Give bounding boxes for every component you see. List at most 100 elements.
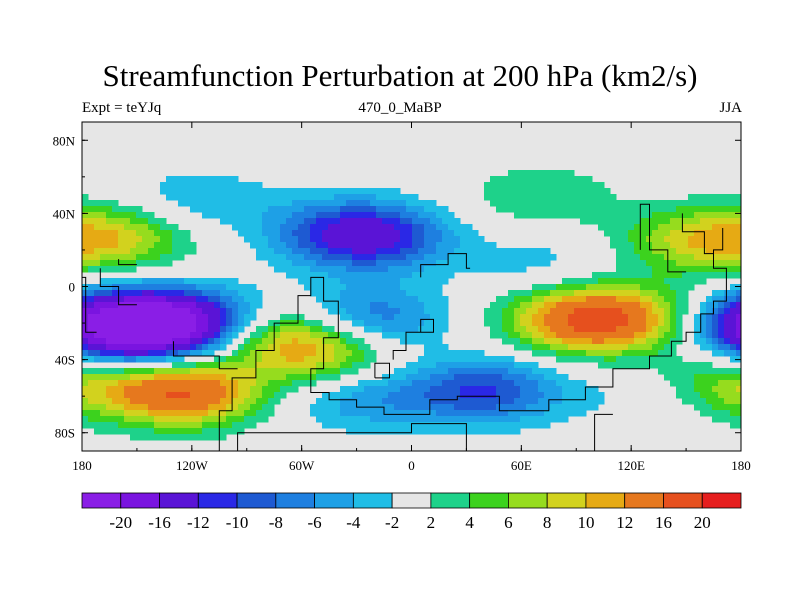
contour-cell bbox=[406, 194, 413, 201]
contour-cell bbox=[658, 290, 665, 297]
contour-cell bbox=[436, 374, 443, 381]
contour-cell bbox=[622, 326, 629, 333]
contour-cell bbox=[328, 332, 335, 339]
contour-cell bbox=[136, 368, 143, 375]
contour-cell bbox=[676, 374, 683, 381]
contour-cell bbox=[490, 176, 497, 183]
contour-cell bbox=[640, 278, 647, 285]
contour-cell bbox=[616, 356, 623, 363]
contour-cell bbox=[250, 218, 257, 225]
contour-cell bbox=[640, 248, 647, 255]
contour-cell bbox=[208, 194, 215, 201]
contour-cell bbox=[424, 374, 431, 381]
contour-cell bbox=[580, 290, 587, 297]
contour-cell bbox=[466, 230, 473, 237]
contour-cell bbox=[286, 332, 293, 339]
contour-cell bbox=[316, 290, 323, 297]
contour-cell bbox=[502, 392, 509, 399]
contour-cell bbox=[520, 182, 527, 189]
contour-cell bbox=[88, 314, 95, 321]
contour-cell bbox=[574, 320, 581, 327]
contour-cell bbox=[82, 398, 89, 405]
contour-cell bbox=[220, 218, 227, 225]
contour-cell bbox=[340, 350, 347, 357]
contour-cell bbox=[106, 236, 113, 243]
contour-cell bbox=[424, 350, 431, 357]
colorbar-label: -16 bbox=[148, 513, 171, 532]
contour-cell bbox=[238, 320, 245, 327]
contour-cell bbox=[136, 260, 143, 267]
contour-cell bbox=[286, 356, 293, 363]
contour-cell bbox=[580, 302, 587, 309]
contour-cell bbox=[436, 248, 443, 255]
coastline-group bbox=[82, 203, 727, 451]
contour-cell bbox=[394, 314, 401, 321]
contour-cell bbox=[718, 338, 725, 345]
contour-cell bbox=[610, 224, 617, 231]
contour-cell bbox=[574, 290, 581, 297]
contour-cell bbox=[718, 224, 725, 231]
contour-cell bbox=[592, 200, 599, 207]
contour-cell bbox=[406, 242, 413, 249]
contour-cell bbox=[256, 230, 263, 237]
contour-cell bbox=[184, 194, 191, 201]
contour-cell bbox=[184, 302, 191, 309]
contour-cell bbox=[94, 212, 101, 219]
contour-cell bbox=[478, 260, 485, 267]
contour-cell bbox=[274, 338, 281, 345]
contour-cell bbox=[616, 236, 623, 243]
contour-cell bbox=[394, 380, 401, 387]
contour-cell bbox=[550, 392, 557, 399]
contour-cell bbox=[160, 308, 167, 315]
contour-cell bbox=[532, 308, 539, 315]
contour-cell bbox=[598, 314, 605, 321]
contour-cell bbox=[184, 242, 191, 249]
contour-cell bbox=[292, 212, 299, 219]
contour-cell bbox=[634, 350, 641, 357]
contour-cell bbox=[388, 224, 395, 231]
contour-cell bbox=[664, 320, 671, 327]
contour-cell bbox=[604, 320, 611, 327]
contour-cell bbox=[250, 374, 257, 381]
contour-cell bbox=[250, 368, 257, 375]
contour-cell bbox=[490, 326, 497, 333]
contour-cell bbox=[616, 326, 623, 333]
contour-cell bbox=[604, 338, 611, 345]
contour-cell bbox=[412, 326, 419, 333]
contour-cell bbox=[130, 290, 137, 297]
contour-cell bbox=[628, 200, 635, 207]
contour-cell bbox=[520, 266, 527, 273]
contour-cell bbox=[448, 248, 455, 255]
contour-cell bbox=[634, 242, 641, 249]
contour-cell bbox=[226, 278, 233, 285]
contour-cell bbox=[538, 398, 545, 405]
contour-cell bbox=[352, 314, 359, 321]
contour-cell bbox=[154, 314, 161, 321]
contour-cell bbox=[262, 218, 269, 225]
contour-cell bbox=[364, 428, 371, 435]
contour-cell bbox=[322, 398, 329, 405]
contour-cell bbox=[682, 254, 689, 261]
contour-cell bbox=[724, 416, 731, 423]
contour-cell bbox=[184, 200, 191, 207]
contour-cell bbox=[298, 374, 305, 381]
contour-cell bbox=[160, 350, 167, 357]
contour-cell bbox=[88, 356, 95, 363]
contour-cell bbox=[382, 206, 389, 213]
contour-cell bbox=[736, 218, 741, 225]
contour-cell bbox=[322, 278, 329, 285]
contour-cell bbox=[172, 404, 179, 411]
contour-cell bbox=[172, 416, 179, 423]
contour-cell bbox=[502, 380, 509, 387]
contour-cell bbox=[556, 398, 563, 405]
contour-cell bbox=[316, 272, 323, 279]
contour-cell bbox=[436, 254, 443, 261]
contour-cell bbox=[196, 386, 203, 393]
contour-cell bbox=[676, 356, 683, 363]
contour-cell bbox=[448, 230, 455, 237]
contour-cell bbox=[160, 284, 167, 291]
contour-cell bbox=[166, 260, 173, 267]
contour-cell bbox=[262, 344, 269, 351]
contour-cell bbox=[370, 422, 377, 429]
contour-cell bbox=[190, 200, 197, 207]
